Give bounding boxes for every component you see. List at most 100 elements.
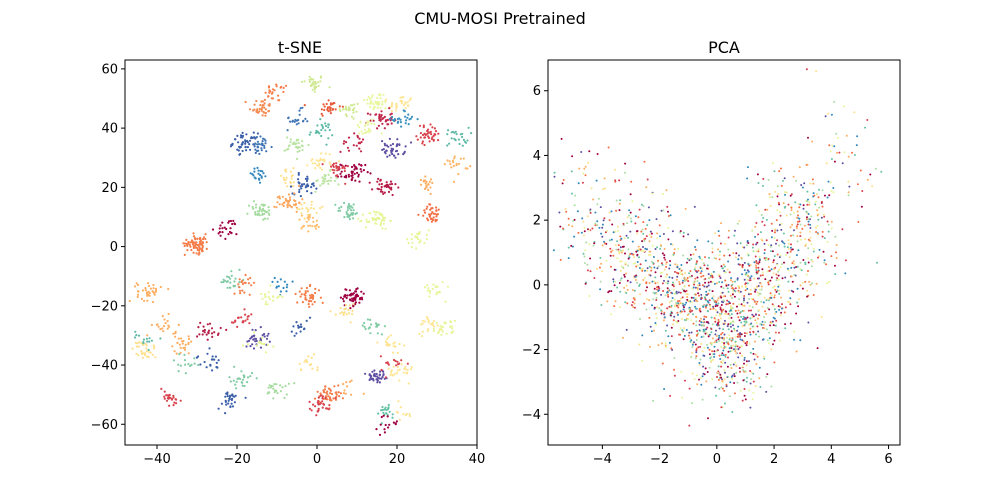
tsne-point xyxy=(297,118,300,122)
tsne-point xyxy=(247,278,250,281)
tsne-point xyxy=(321,176,324,179)
x-tick-label: −40 xyxy=(143,452,170,467)
pca-point xyxy=(731,287,734,290)
pca-point xyxy=(747,309,750,312)
tsne-point xyxy=(304,359,307,362)
tsne-point xyxy=(374,213,377,216)
pca-point xyxy=(586,263,589,266)
tsne-point xyxy=(429,322,432,325)
pca-point xyxy=(816,224,819,227)
tsne-point xyxy=(425,180,428,183)
tsne-point xyxy=(230,394,233,397)
tsne-point xyxy=(255,203,258,206)
tsne-point xyxy=(390,149,393,152)
pca-point xyxy=(742,379,745,382)
pca-point xyxy=(724,242,726,245)
pca-point xyxy=(636,281,639,284)
pca-point xyxy=(645,308,648,311)
pca-point xyxy=(644,247,647,250)
pca-point xyxy=(618,282,621,284)
tsne-point xyxy=(314,167,317,170)
tsne-point xyxy=(316,401,319,404)
tsne-point xyxy=(385,412,388,415)
tsne-point xyxy=(238,153,241,156)
tsne-point xyxy=(309,224,312,227)
tsne-point xyxy=(370,122,373,125)
pca-point xyxy=(589,257,592,260)
pca-point xyxy=(763,252,766,255)
tsne-point xyxy=(394,183,397,186)
pca-point xyxy=(853,154,856,156)
pca-point xyxy=(597,197,600,200)
tsne-point xyxy=(204,233,207,236)
pca-point xyxy=(823,261,826,264)
pca-point xyxy=(724,402,726,405)
tsne-point xyxy=(160,387,163,390)
tsne-point xyxy=(386,343,389,346)
tsne-point xyxy=(364,226,368,229)
tsne-point xyxy=(187,342,190,346)
tsne-point xyxy=(435,321,438,324)
tsne-point xyxy=(257,143,261,146)
tsne-point xyxy=(342,142,345,145)
tsne-point xyxy=(395,102,398,105)
pca-point xyxy=(610,210,613,213)
pca-point xyxy=(661,303,664,306)
pca-point xyxy=(757,262,760,265)
pca-point xyxy=(671,276,674,279)
pca-point xyxy=(700,317,702,320)
pca-point xyxy=(773,294,776,297)
tsne-point xyxy=(263,106,266,109)
tsne-point xyxy=(211,355,214,358)
pca-point xyxy=(619,260,621,263)
tsne-point xyxy=(333,385,336,388)
tsne-point xyxy=(210,327,214,330)
tsne-point xyxy=(301,148,304,152)
pca-point xyxy=(755,204,758,207)
pca-point xyxy=(584,249,587,252)
tsne-point xyxy=(418,232,421,235)
pca-point xyxy=(791,280,794,283)
tsne-point xyxy=(394,109,398,112)
pca-point xyxy=(720,309,723,312)
pca-point xyxy=(690,339,693,342)
pca-point xyxy=(748,389,751,392)
tsne-point xyxy=(183,242,187,245)
pca-point xyxy=(796,265,799,268)
tsne-point xyxy=(194,246,198,249)
tsne-point xyxy=(341,105,344,108)
tsne-point xyxy=(264,111,268,115)
pca-point xyxy=(718,258,721,261)
pca-point xyxy=(744,322,747,325)
pca-point xyxy=(695,374,698,377)
pca-point xyxy=(703,285,706,288)
tsne-point xyxy=(308,400,311,403)
pca-point xyxy=(847,180,850,183)
tsne-point xyxy=(211,335,214,338)
pca-point xyxy=(738,254,740,257)
tsne-point xyxy=(385,183,388,187)
tsne-point xyxy=(347,149,351,152)
tsne-point xyxy=(145,337,148,340)
pca-point xyxy=(752,372,755,375)
pca-point xyxy=(777,278,780,281)
pca-point xyxy=(741,365,744,368)
pca-point xyxy=(672,288,675,291)
pca-point xyxy=(671,348,674,351)
tsne-point xyxy=(308,305,311,308)
pca-point xyxy=(806,295,809,298)
pca-point xyxy=(684,379,686,382)
tsne-point xyxy=(190,363,193,366)
tsne-point xyxy=(387,336,390,339)
pca-point xyxy=(766,270,769,273)
pca-point xyxy=(614,244,617,246)
pca-point xyxy=(772,343,774,346)
tsne-point xyxy=(213,331,216,334)
pca-point xyxy=(692,322,695,325)
pca-point xyxy=(582,252,585,255)
tsne-point xyxy=(297,122,300,125)
pca-point xyxy=(747,275,750,278)
pca-point xyxy=(694,286,697,289)
pca-point xyxy=(715,341,718,344)
tsne-point xyxy=(275,83,278,86)
